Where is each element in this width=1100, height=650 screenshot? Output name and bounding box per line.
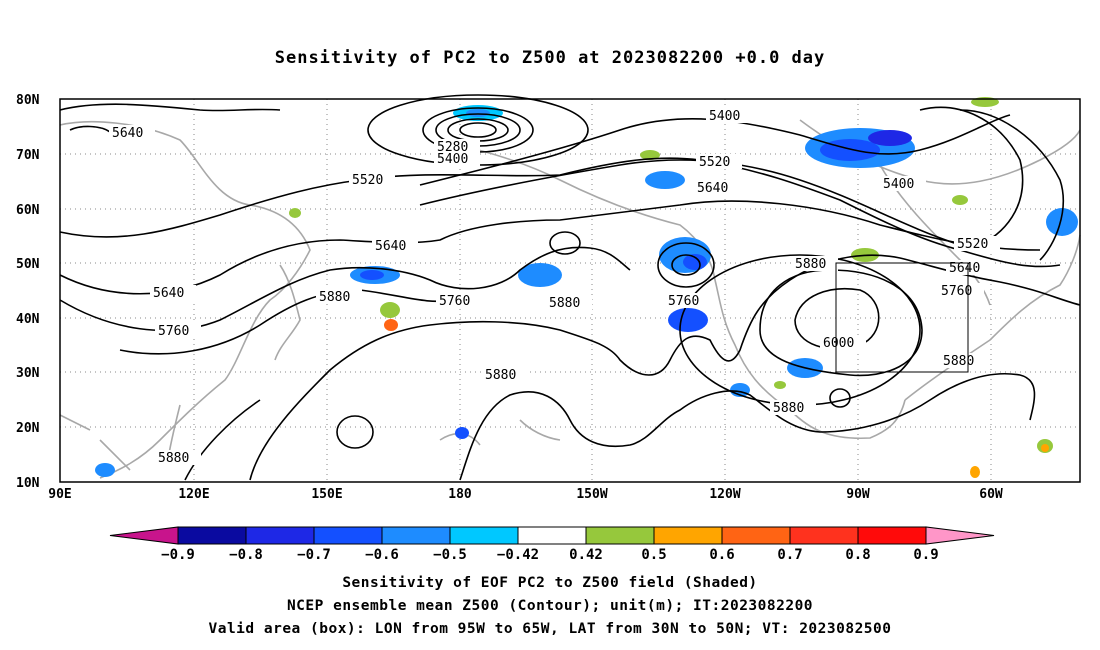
contour-label: 5880 <box>158 451 189 466</box>
contour-label: 5400 <box>709 109 740 124</box>
colorbar-segment <box>789 526 859 545</box>
z500-contours <box>59 94 1081 481</box>
contour-label: 5760 <box>439 294 470 309</box>
colorbar-arrow-low <box>109 526 179 545</box>
colorbar-segment <box>721 526 791 545</box>
colorbar-segment <box>245 526 315 545</box>
lon-label: 150W <box>576 487 607 502</box>
colorbar-tick-label: 0.8 <box>845 547 870 563</box>
lon-label: 120E <box>178 487 209 502</box>
contour-label: 5640 <box>112 126 143 141</box>
plot-title: Sensitivity of PC2 to Z500 at 2023082200… <box>274 48 826 68</box>
lon-label: 150E <box>311 487 342 502</box>
lat-label: 50N <box>16 257 40 272</box>
contour-label: 5640 <box>375 239 406 254</box>
colorbar-tick-label: −0.42 <box>497 547 539 563</box>
colorbar-segment <box>585 526 655 545</box>
colorbar-labels: −0.9 −0.8 −0.7 −0.6 −0.5 −0.42 0.42 0.5 0.6 0.7 0.… <box>161 547 939 563</box>
colorbar-tick-label: 0.7 <box>777 547 802 563</box>
lon-label: 180 <box>448 487 472 502</box>
lon-label: 60W <box>979 487 1003 502</box>
lon-label: 90E <box>48 487 71 502</box>
colorbar-tick-label: −0.6 <box>365 547 399 563</box>
contour-label: 5880 <box>319 290 350 305</box>
lon-label: 90W <box>846 487 870 502</box>
contour-label: 6000 <box>823 336 854 351</box>
colorbar-arrow-high <box>925 526 995 545</box>
caption-line-3: Valid area (box): LON from 95W to 65W, L… <box>208 621 892 637</box>
colorbar-tick-label: 0.42 <box>569 547 603 563</box>
lat-label: 60N <box>16 203 40 218</box>
contour-label: 5880 <box>773 401 804 416</box>
colorbar-segment <box>857 526 927 545</box>
lat-label: 70N <box>16 148 40 163</box>
lat-label: 80N <box>16 93 40 108</box>
contour-labels: 5640 5640 5760 5880 5640 5760 5880 5280 … <box>109 108 1000 466</box>
colorbar-segment <box>177 526 247 545</box>
contour-label: 5760 <box>668 294 699 309</box>
valid-area-box <box>835 262 969 373</box>
lat-label: 30N <box>16 366 40 381</box>
latitude-labels: 80N 70N 60N 50N 40N 30N 20N 10N <box>16 93 40 491</box>
contour-label: 5880 <box>943 354 974 369</box>
colorbar-tick-label: −0.9 <box>161 547 195 563</box>
contour-label: 5760 <box>941 284 972 299</box>
longitude-labels: 90E 120E 150E 180 150W 120W 90W 60W <box>48 487 1003 502</box>
colorbar-segment <box>381 526 451 545</box>
contour-label: 5400 <box>437 152 468 167</box>
colorbar-segment <box>449 526 519 545</box>
lon-label: 120W <box>709 487 740 502</box>
colorbar-segment <box>653 526 723 545</box>
colorbar-segment <box>313 526 383 545</box>
colorbar-tick-label: 0.6 <box>709 547 734 563</box>
colorbar-tick-label: 0.9 <box>913 547 938 563</box>
contour-label: 5640 <box>949 261 980 276</box>
contour-label: 5400 <box>883 177 914 192</box>
contour-label: 5880 <box>795 257 826 272</box>
lat-label: 20N <box>16 421 40 436</box>
colorbar-tick-label: −0.5 <box>433 547 467 563</box>
caption-line-2: NCEP ensemble mean Z500 (Contour); unit(… <box>286 598 814 614</box>
contour-label: 5760 <box>158 324 189 339</box>
colorbar-tick-label: −0.8 <box>229 547 263 563</box>
map-frame <box>59 98 1081 483</box>
contour-label: 5880 <box>549 296 580 311</box>
contour-label: 5640 <box>153 286 184 301</box>
lat-label: 10N <box>16 476 40 491</box>
colorbar-segment <box>517 526 587 545</box>
colorbar <box>109 526 995 545</box>
colorbar-tick-label: 0.5 <box>641 547 666 563</box>
contour-label: 5520 <box>699 155 730 170</box>
contour-label: 5520 <box>352 173 383 188</box>
contour-label: 5880 <box>485 368 516 383</box>
colorbar-tick-label: −0.7 <box>297 547 331 563</box>
caption-line-1: Sensitivity of EOF PC2 to Z500 field (Sh… <box>342 575 758 591</box>
contour-label: 5520 <box>957 237 988 252</box>
contour-label: 5640 <box>697 181 728 196</box>
lat-label: 40N <box>16 312 40 327</box>
gridlines <box>60 99 1080 482</box>
